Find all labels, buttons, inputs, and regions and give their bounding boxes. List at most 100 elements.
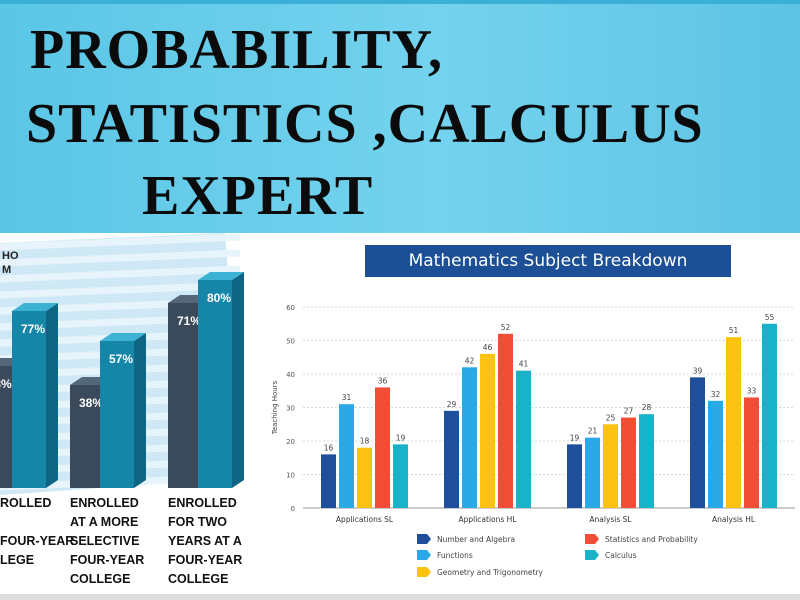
data-label: 39 bbox=[693, 366, 703, 375]
legend-swatch bbox=[585, 534, 599, 544]
math-breakdown-panel: Mathematics Subject Breakdown 0 10 20 30 40 5… bbox=[265, 233, 800, 600]
bar bbox=[444, 410, 459, 508]
header-banner: PROBABILITY, STATISTICS ,CALCULUS EXPERT bbox=[0, 0, 800, 233]
bar-percent-label: 38% bbox=[79, 396, 103, 410]
bar bbox=[603, 424, 618, 508]
bar-percent-label: 80% bbox=[207, 291, 231, 305]
bar bbox=[621, 417, 636, 508]
data-label: 28 bbox=[642, 403, 652, 412]
legend-label: Geometry and Trigonometry bbox=[437, 568, 544, 577]
legend-label: Number and Algebra bbox=[437, 535, 515, 544]
data-label: 42 bbox=[465, 356, 475, 365]
bar bbox=[726, 337, 741, 508]
headline-line-1: PROBABILITY, bbox=[30, 19, 443, 81]
bar bbox=[744, 397, 759, 508]
enrollment-infographic: HO M 3% 77% 38% 57% 71% 80% ROLLED FOUR-YEAR LEGE E… bbox=[0, 233, 265, 600]
y-tick-label: 0 bbox=[291, 505, 295, 513]
bar bbox=[762, 323, 777, 508]
bar-caption-line: FOUR-YEAR bbox=[70, 553, 144, 567]
data-label: 51 bbox=[729, 326, 739, 335]
legend-swatch bbox=[417, 567, 431, 577]
legend-swatch bbox=[417, 550, 431, 560]
bar bbox=[585, 437, 600, 508]
x-tick-label: Applications SL bbox=[336, 515, 394, 524]
bar bbox=[690, 377, 705, 508]
data-label: 21 bbox=[588, 427, 598, 436]
bar bbox=[480, 353, 495, 508]
x-tick-label: Applications HL bbox=[458, 515, 517, 524]
background-stripe bbox=[0, 233, 241, 251]
y-tick-label: 60 bbox=[286, 304, 295, 312]
bar bbox=[321, 454, 336, 508]
bar-caption-line: AT A MORE bbox=[70, 515, 138, 529]
bar bbox=[375, 387, 390, 508]
bottom-divider bbox=[0, 594, 800, 600]
data-label: 33 bbox=[747, 386, 757, 395]
y-tick-label: 20 bbox=[286, 438, 295, 446]
headline-line-3: EXPERT bbox=[142, 165, 374, 227]
legend-label: Functions bbox=[437, 551, 473, 560]
y-tick-label: 40 bbox=[286, 371, 295, 379]
bar-percent-label: 57% bbox=[109, 352, 133, 366]
data-label: 16 bbox=[324, 443, 334, 452]
bar-chart: 0 10 20 30 40 50 60 Teaching Hours 16 31 18 36 19 App… bbox=[271, 304, 795, 577]
data-label: 41 bbox=[519, 360, 529, 369]
bar bbox=[393, 444, 408, 508]
y-tick-label: 10 bbox=[286, 472, 295, 480]
bar-percent-label: 77% bbox=[21, 322, 45, 336]
chart-title: Mathematics Subject Breakdown bbox=[365, 245, 731, 277]
legend-item: Calculus bbox=[585, 550, 637, 560]
bar bbox=[639, 414, 654, 508]
data-label: 32 bbox=[711, 390, 721, 399]
bar bbox=[339, 404, 354, 508]
header-fragment: HO bbox=[2, 250, 19, 262]
data-label: 19 bbox=[570, 433, 580, 442]
data-label: 52 bbox=[501, 323, 511, 332]
bar bbox=[567, 444, 582, 508]
bar-caption-line: YEARS AT A bbox=[168, 534, 242, 548]
bar-percent-label: 71% bbox=[177, 314, 201, 328]
enrollment-bar bbox=[198, 272, 244, 488]
x-tick-label: Analysis SL bbox=[589, 515, 632, 524]
legend-swatch bbox=[417, 534, 431, 544]
data-label: 18 bbox=[360, 437, 370, 446]
legend-swatch bbox=[585, 550, 599, 560]
bar-percent-label: 3% bbox=[0, 377, 12, 391]
bar-caption-line: LEGE bbox=[0, 553, 34, 567]
bar-caption-line: COLLEGE bbox=[70, 572, 130, 586]
legend-label: Calculus bbox=[605, 551, 637, 560]
data-label: 46 bbox=[483, 343, 493, 352]
bar-caption-line: FOR TWO bbox=[168, 515, 227, 529]
y-tick-label: 50 bbox=[286, 338, 295, 346]
header-fragment: M bbox=[2, 264, 11, 276]
legend-label: Statistics and Probability bbox=[605, 535, 698, 544]
legend-item: Statistics and Probability bbox=[585, 534, 698, 544]
data-label: 25 bbox=[606, 413, 616, 422]
bar bbox=[498, 333, 513, 508]
bar bbox=[357, 447, 372, 508]
legend-item: Number and Algebra bbox=[417, 534, 515, 544]
bar-caption-line: FOUR-YEAR bbox=[0, 534, 74, 548]
bar-caption-line: ENROLLED bbox=[70, 496, 139, 510]
bar-caption-line: ENROLLED bbox=[168, 496, 237, 510]
enrollment-bar bbox=[12, 303, 58, 488]
headline-line-2: STATISTICS ,CALCULUS bbox=[26, 93, 704, 155]
legend-item: Functions bbox=[417, 550, 473, 560]
background-stripe bbox=[0, 265, 241, 283]
bar-caption-line: FOUR-YEAR bbox=[168, 553, 242, 567]
bar bbox=[708, 400, 723, 508]
enrollment-bars-graphic: HO M 3% 77% 38% 57% 71% 80% ROLLED FOUR-YEAR LEGE E… bbox=[0, 233, 244, 586]
x-tick-label: Analysis HL bbox=[712, 515, 756, 524]
data-label: 36 bbox=[378, 376, 388, 385]
data-label: 27 bbox=[624, 407, 634, 416]
legend-item: Geometry and Trigonometry bbox=[417, 567, 544, 577]
enrollment-bar bbox=[100, 333, 146, 488]
data-label: 19 bbox=[396, 433, 406, 442]
bar-caption-line: COLLEGE bbox=[168, 572, 228, 586]
bar bbox=[462, 367, 477, 508]
bar bbox=[516, 370, 531, 508]
data-label: 31 bbox=[342, 393, 352, 402]
data-label: 55 bbox=[765, 313, 775, 322]
bar-caption-line: SELECTIVE bbox=[70, 534, 139, 548]
bar-caption-line: ROLLED bbox=[0, 496, 51, 510]
